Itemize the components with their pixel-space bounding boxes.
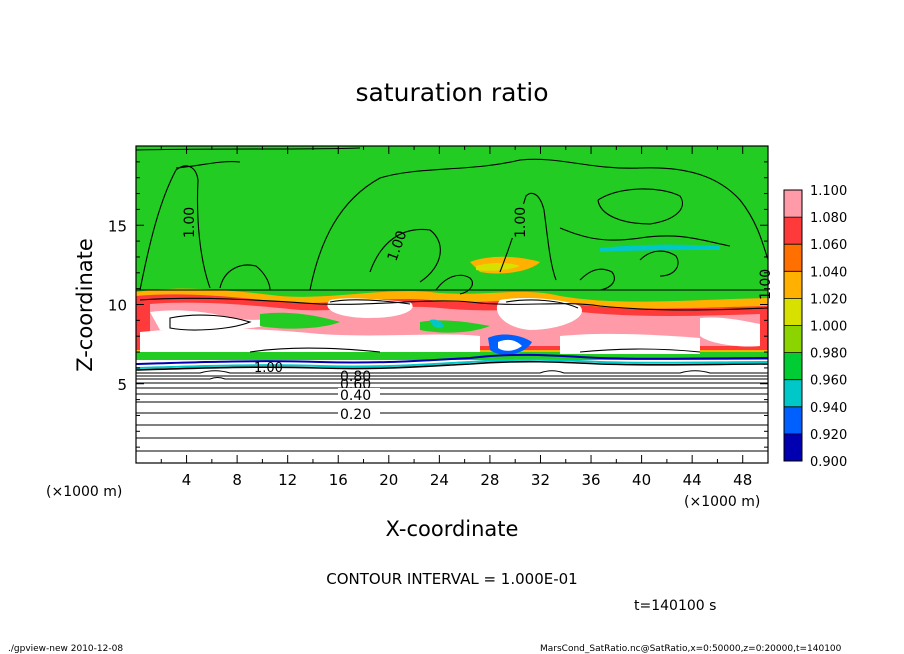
colorbar-label: 0.980 (810, 347, 847, 362)
colorbar-label: 1.100 (810, 184, 847, 199)
contour-label: 1.00 (182, 207, 198, 238)
footer-right: MarsCond_SatRatio.nc@SatRatio,x=0:50000,… (540, 644, 842, 654)
supersaturation-band (136, 244, 768, 355)
x-tick-label: 28 (480, 471, 499, 489)
contour-label: 0.80 (340, 369, 371, 385)
colorbar-swatch (784, 271, 802, 299)
y-tick-label: 5 (117, 376, 127, 394)
chart-title: saturation ratio (355, 78, 548, 107)
footer-left: ./gpview-new 2010-12-08 (8, 644, 123, 654)
colorbar-label: 0.960 (810, 374, 847, 389)
x-tick-label: 32 (531, 471, 550, 489)
colorbar-swatch (784, 244, 802, 272)
x-tick-label: 8 (232, 471, 242, 489)
y-tick-label: 15 (108, 217, 127, 235)
colorbar-label: 1.060 (810, 238, 847, 253)
x-tick-label: 24 (430, 471, 449, 489)
y-tick-label: 10 (108, 297, 127, 315)
colorbar-label: 1.020 (810, 292, 847, 307)
plot-area (136, 146, 768, 463)
colorbar-swatch (784, 433, 802, 461)
x-units-right: (×1000 m) (684, 494, 760, 510)
colorbar-swatch (784, 352, 802, 380)
colorbar-swatch (784, 217, 802, 245)
y-axis-label: Z-coordinate (73, 238, 97, 372)
colorbar-label: 1.040 (810, 265, 847, 280)
contour-label-group: 1.00 1.00 1.00 1.00 0.80 0.60 0.40 0.20 … (180, 204, 774, 423)
colorbar-label: 1.080 (810, 211, 847, 226)
x-axis-label: X-coordinate (386, 517, 519, 541)
colorbar-label: 0.920 (810, 428, 847, 443)
colorbar-label: 0.940 (810, 401, 847, 416)
contour-label: 1.00 (513, 207, 529, 238)
x-units-left: (×1000 m) (46, 484, 122, 500)
x-tick-label: 20 (379, 471, 398, 489)
colorbar-label: 0.900 (810, 455, 847, 470)
x-tick-label: 48 (733, 471, 752, 489)
colorbar-swatch (784, 190, 802, 218)
x-tick-label: 12 (278, 471, 297, 489)
time-stamp: t=140100 s (634, 598, 716, 614)
x-axis: 4 8 12 16 20 24 28 32 36 40 44 48 (160, 146, 769, 489)
lower-contours (136, 360, 768, 452)
colorbar-label: 1.000 (810, 320, 847, 335)
contour-label: 1.00 (254, 361, 283, 376)
x-tick-label: 16 (329, 471, 348, 489)
y-axis: 5 10 15 (108, 161, 768, 448)
contour-label: 1.00 (758, 269, 774, 300)
x-tick-label: 44 (683, 471, 702, 489)
contour-interval: CONTOUR INTERVAL = 1.000E-01 (326, 570, 577, 588)
contour-lines (136, 147, 768, 353)
contour-label: 0.20 (340, 407, 371, 423)
colorbar-swatch (784, 406, 802, 434)
x-tick-label: 40 (632, 471, 651, 489)
colorbar: 1.100 1.080 1.060 1.040 1.020 1.000 0.980 0.960… (783, 184, 847, 470)
x-tick-label: 4 (182, 471, 192, 489)
colorbar-swatch (784, 325, 802, 353)
x-tick-label: 36 (581, 471, 600, 489)
colorbar-swatch (784, 379, 802, 407)
contour-label: 0.40 (340, 388, 371, 404)
colorbar-swatch (784, 298, 802, 326)
